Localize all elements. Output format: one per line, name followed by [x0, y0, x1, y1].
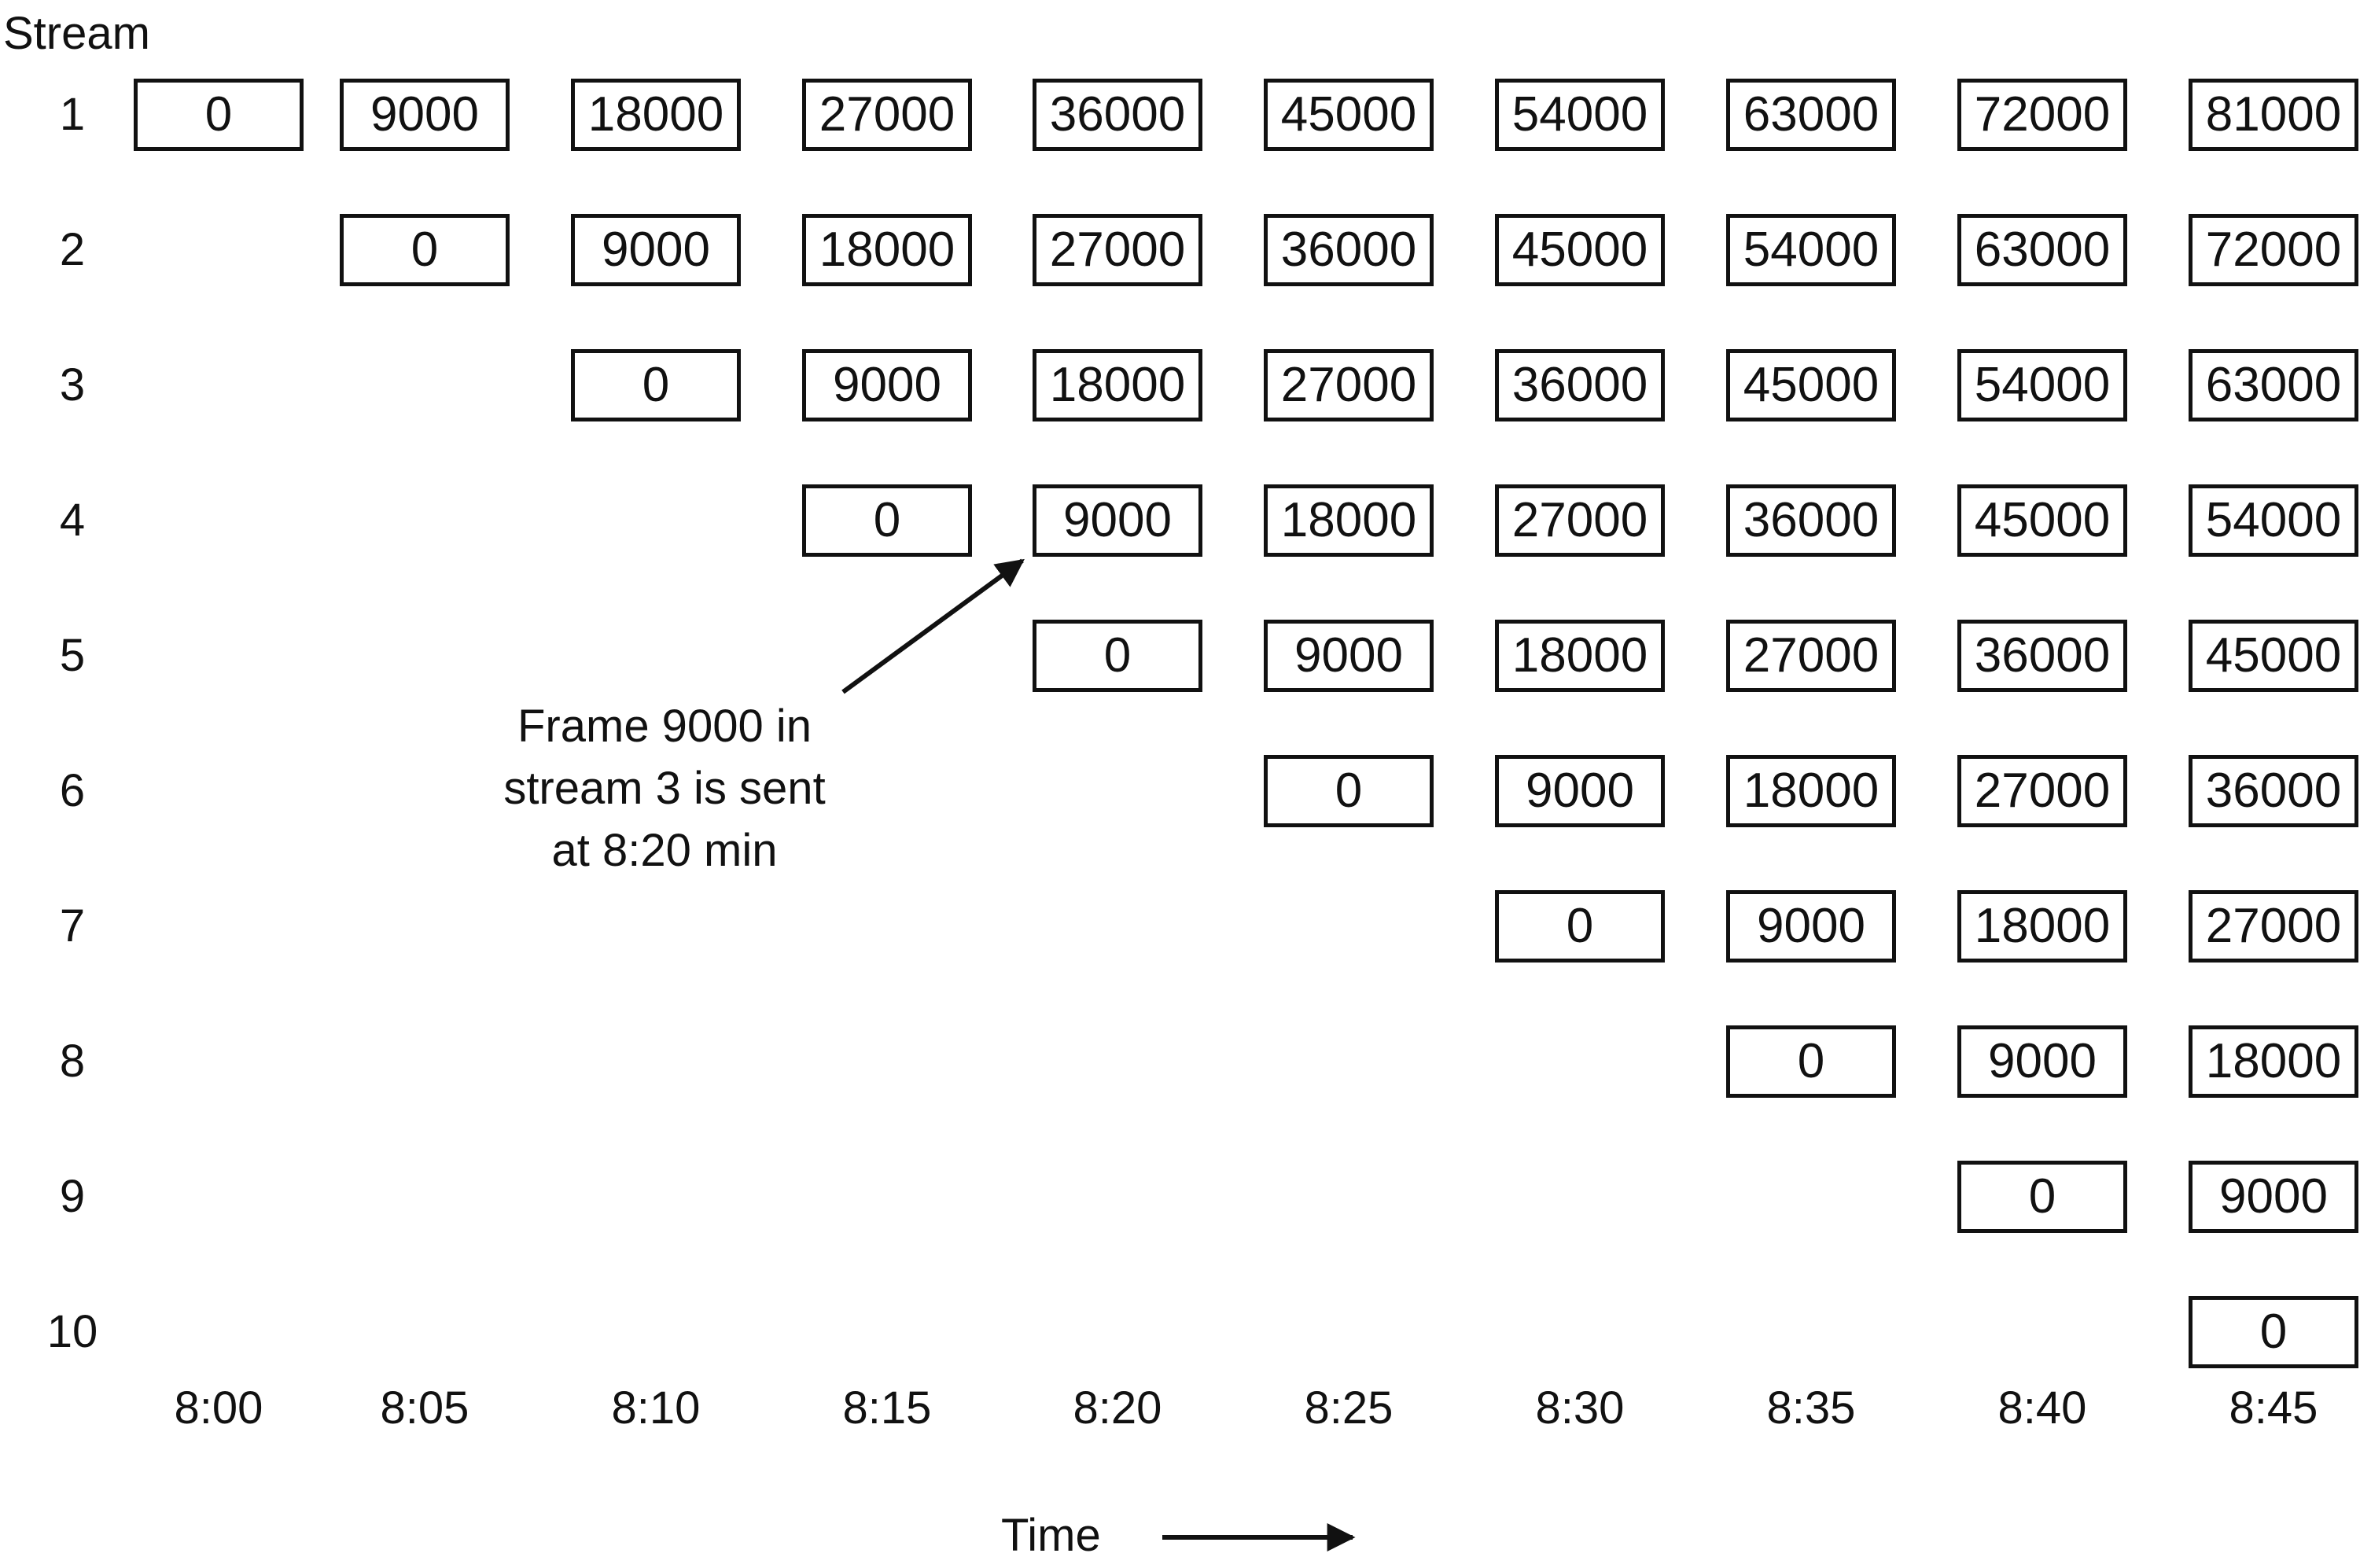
frame-box: 9000 — [802, 349, 972, 421]
frame-box: 9000 — [2189, 1161, 2358, 1233]
frame-box: 36000 — [1726, 484, 1896, 557]
frame-box: 72000 — [2189, 214, 2358, 286]
time-tick-label: 8:45 — [2229, 1382, 2318, 1434]
time-axis-title: Time — [1001, 1510, 1101, 1561]
frame-box: 45000 — [1726, 349, 1896, 421]
time-tick-label: 8:35 — [1766, 1382, 1856, 1434]
frame-box: 36000 — [1957, 620, 2127, 692]
frame-box: 54000 — [1495, 79, 1665, 151]
frame-box: 0 — [1495, 890, 1665, 963]
frame-box: 9000 — [1264, 620, 1434, 692]
annotation-note: Frame 9000 in stream 3 is sent at 8:20 m… — [440, 695, 889, 882]
frame-box: 54000 — [2189, 484, 2358, 557]
frame-box: 63000 — [1957, 214, 2127, 286]
frame-box: 18000 — [1957, 890, 2127, 963]
frame-box: 0 — [571, 349, 741, 421]
frame-box: 54000 — [1726, 214, 1896, 286]
frame-box: 0 — [134, 79, 304, 151]
frame-box: 45000 — [1264, 79, 1434, 151]
frame-box: 9000 — [1495, 755, 1665, 827]
annotation-arrow — [841, 558, 1025, 694]
frame-box: 27000 — [1957, 755, 2127, 827]
frame-box: 18000 — [1726, 755, 1896, 827]
frame-box: 45000 — [1495, 214, 1665, 286]
frame-box: 27000 — [802, 79, 972, 151]
frame-box: 36000 — [2189, 755, 2358, 827]
frame-box: 18000 — [1033, 349, 1202, 421]
frame-box: 0 — [1726, 1025, 1896, 1098]
stream-number: 3 — [59, 359, 86, 410]
frame-box: 18000 — [1264, 484, 1434, 557]
frame-box: 9000 — [1726, 890, 1896, 963]
stream-axis-title: Stream — [3, 8, 150, 59]
annotation-line: Frame 9000 in — [517, 701, 812, 752]
frame-box: 27000 — [1264, 349, 1434, 421]
frame-box: 63000 — [1726, 79, 1896, 151]
stream-number: 10 — [46, 1306, 98, 1357]
time-tick-label: 8:20 — [1073, 1382, 1162, 1434]
frame-box: 54000 — [1957, 349, 2127, 421]
stream-number: 4 — [59, 495, 86, 546]
frame-box: 27000 — [1495, 484, 1665, 557]
frame-box: 36000 — [1264, 214, 1434, 286]
time-tick-label: 8:05 — [380, 1382, 469, 1434]
frame-box: 63000 — [2189, 349, 2358, 421]
annotation-line: stream 3 is sent — [503, 763, 826, 814]
frame-box: 0 — [1033, 620, 1202, 692]
stream-number: 2 — [59, 224, 86, 275]
frame-box: 81000 — [2189, 79, 2358, 151]
frame-box: 72000 — [1957, 79, 2127, 151]
frame-box: 18000 — [1495, 620, 1665, 692]
frame-box: 36000 — [1495, 349, 1665, 421]
time-tick-label: 8:30 — [1535, 1382, 1625, 1434]
frame-box: 18000 — [2189, 1025, 2358, 1098]
stream-number: 5 — [59, 630, 86, 681]
frame-box: 9000 — [340, 79, 510, 151]
time-tick-label: 8:40 — [1997, 1382, 2087, 1434]
frame-box: 0 — [1957, 1161, 2127, 1233]
time-tick-label: 8:15 — [842, 1382, 932, 1434]
stream-number: 1 — [59, 89, 86, 140]
frame-box: 27000 — [2189, 890, 2358, 963]
frame-box: 18000 — [802, 214, 972, 286]
stream-number: 9 — [59, 1171, 86, 1222]
frame-box: 36000 — [1033, 79, 1202, 151]
stream-number: 6 — [59, 765, 86, 816]
frame-box: 0 — [2189, 1296, 2358, 1368]
frame-box: 0 — [340, 214, 510, 286]
frame-box: 45000 — [2189, 620, 2358, 692]
frame-box: 27000 — [1726, 620, 1896, 692]
time-tick-label: 8:00 — [174, 1382, 263, 1434]
frame-box: 27000 — [1033, 214, 1202, 286]
frame-box: 9000 — [571, 214, 741, 286]
annotation-line: at 8:20 min — [551, 825, 778, 876]
frame-box: 18000 — [571, 79, 741, 151]
frame-box: 0 — [1264, 755, 1434, 827]
frame-box: 9000 — [1033, 484, 1202, 557]
time-tick-label: 8:25 — [1304, 1382, 1394, 1434]
time-tick-label: 8:10 — [611, 1382, 701, 1434]
frame-box: 0 — [802, 484, 972, 557]
frame-box: 45000 — [1957, 484, 2127, 557]
frame-box: 9000 — [1957, 1025, 2127, 1098]
stream-number: 8 — [59, 1036, 86, 1087]
stream-number: 7 — [59, 900, 86, 951]
